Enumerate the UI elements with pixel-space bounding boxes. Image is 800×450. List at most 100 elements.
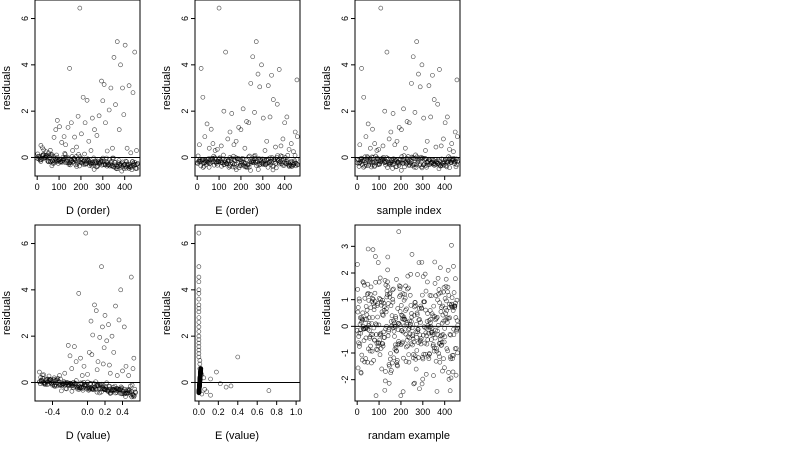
data-point [121, 112, 127, 117]
y-tick-label: 4 [20, 62, 30, 67]
data-point [396, 283, 402, 289]
data-point [135, 161, 141, 166]
data-point [48, 147, 53, 153]
data-point [386, 380, 392, 386]
y-axis-title: residuals [161, 290, 173, 335]
data-point [253, 39, 259, 44]
data-point [399, 328, 405, 333]
x-tick-label: -0.4 [45, 407, 61, 417]
data-point [196, 264, 202, 269]
data-point [455, 322, 461, 328]
x-axis-title: D (value) [66, 430, 111, 442]
data-point [409, 81, 414, 86]
data-point [437, 359, 443, 365]
y-tick-label: 0 [20, 155, 30, 160]
data-point [373, 393, 379, 398]
data-point [75, 113, 81, 119]
data-point [246, 154, 251, 160]
data-point [364, 312, 370, 318]
data-point [363, 304, 369, 309]
data-point [96, 113, 102, 119]
data-point [366, 321, 372, 326]
data-point [447, 165, 452, 170]
x-tick-label: 0.2 [99, 407, 112, 417]
data-point [389, 360, 395, 366]
data-point [403, 359, 409, 364]
data-point [221, 152, 226, 158]
data-point [370, 247, 376, 252]
data-point [385, 254, 391, 260]
data-point [375, 314, 380, 320]
data-point [372, 290, 378, 296]
data-point [400, 389, 406, 394]
data-point [366, 315, 372, 320]
data-point [363, 134, 369, 139]
data-point [91, 167, 97, 172]
data-point [107, 383, 112, 389]
data-point [74, 164, 79, 169]
data-point [97, 382, 103, 387]
data-point [88, 318, 94, 324]
data-point [208, 126, 214, 132]
data-point [389, 313, 395, 319]
data-point [199, 391, 205, 397]
y-tick-label: -1 [340, 349, 350, 357]
data-point [445, 284, 451, 290]
data-point [104, 155, 109, 161]
y-tick-label: 2 [20, 334, 30, 339]
data-point [431, 303, 437, 309]
data-point [357, 341, 363, 347]
data-point [206, 164, 212, 170]
data-point [406, 359, 412, 365]
data-point [416, 260, 422, 265]
data-point [442, 159, 447, 165]
data-point [359, 162, 365, 167]
data-point [124, 145, 130, 151]
data-point [440, 312, 446, 318]
data-point [53, 127, 59, 132]
data-point [442, 296, 448, 301]
data-point [275, 153, 280, 158]
data-point [432, 156, 438, 162]
data-point [362, 359, 367, 365]
y-tick-label: 6 [20, 241, 30, 246]
data-point [284, 114, 290, 120]
data-point [427, 308, 433, 313]
data-point [378, 5, 384, 11]
data-point [451, 332, 457, 338]
data-point [454, 297, 460, 303]
data-point [248, 81, 254, 86]
data-point [455, 350, 460, 356]
data-point [424, 164, 429, 170]
data-point [199, 372, 205, 377]
data-point [401, 297, 407, 303]
data-point [416, 306, 422, 311]
data-point [295, 134, 300, 139]
data-point [449, 141, 454, 146]
data-point [411, 381, 417, 387]
data-point [37, 369, 42, 375]
data-point [434, 316, 439, 321]
data-point [412, 353, 418, 359]
data-point [355, 262, 360, 267]
data-point [197, 358, 203, 363]
data-point [452, 303, 458, 309]
data-point [246, 164, 252, 170]
data-point [107, 163, 113, 169]
data-point [450, 356, 455, 361]
data-point [113, 102, 118, 107]
data-point [395, 342, 401, 347]
data-point [385, 279, 390, 285]
y-tick-label: 1 [340, 297, 350, 302]
data-point [376, 279, 382, 285]
data-point [399, 340, 405, 346]
data-point [426, 83, 432, 88]
data-point [83, 230, 89, 236]
data-point [428, 114, 433, 120]
data-point [100, 324, 105, 330]
data-point [104, 380, 109, 386]
data-point [361, 280, 366, 286]
data-point [412, 162, 417, 167]
data-point [85, 156, 91, 162]
data-point [79, 131, 84, 137]
